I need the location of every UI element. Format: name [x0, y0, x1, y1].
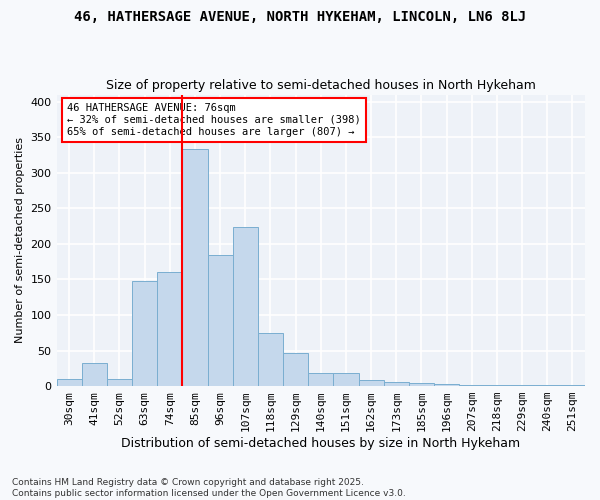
Title: Size of property relative to semi-detached houses in North Hykeham: Size of property relative to semi-detach…: [106, 79, 536, 92]
Text: Contains HM Land Registry data © Crown copyright and database right 2025.
Contai: Contains HM Land Registry data © Crown c…: [12, 478, 406, 498]
Bar: [409, 382, 434, 386]
X-axis label: Distribution of semi-detached houses by size in North Hykeham: Distribution of semi-detached houses by …: [121, 437, 520, 450]
Bar: [283, 354, 308, 386]
Bar: [334, 372, 359, 386]
Bar: [434, 384, 459, 386]
Text: 46 HATHERSAGE AVENUE: 76sqm
← 32% of semi-detached houses are smaller (398)
65% : 46 HATHERSAGE AVENUE: 76sqm ← 32% of sem…: [67, 104, 361, 136]
Bar: [56, 379, 82, 386]
Bar: [233, 227, 258, 386]
Y-axis label: Number of semi-detached properties: Number of semi-detached properties: [15, 138, 25, 344]
Bar: [182, 150, 208, 386]
Bar: [157, 272, 182, 386]
Bar: [82, 364, 107, 386]
Bar: [258, 333, 283, 386]
Text: 46, HATHERSAGE AVENUE, NORTH HYKEHAM, LINCOLN, LN6 8LJ: 46, HATHERSAGE AVENUE, NORTH HYKEHAM, LI…: [74, 10, 526, 24]
Bar: [308, 372, 334, 386]
Bar: [132, 281, 157, 386]
Bar: [359, 380, 383, 386]
Bar: [208, 256, 233, 386]
Bar: [383, 382, 409, 386]
Bar: [560, 384, 585, 386]
Bar: [107, 379, 132, 386]
